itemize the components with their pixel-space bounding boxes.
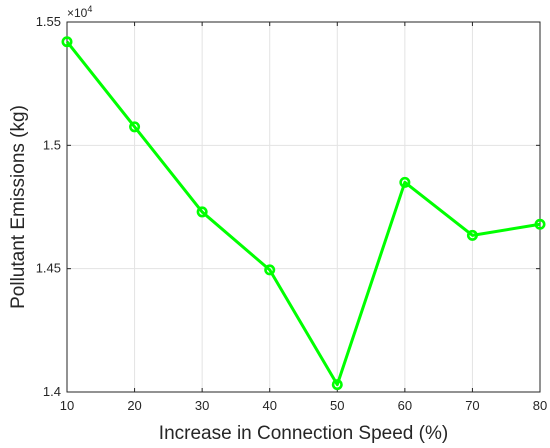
data-point-marker bbox=[331, 379, 343, 391]
x-tick-label: 30 bbox=[195, 398, 209, 413]
data-series bbox=[61, 36, 546, 391]
data-point-marker bbox=[534, 218, 546, 230]
data-point-marker bbox=[466, 229, 478, 241]
x-tick-label: 60 bbox=[398, 398, 412, 413]
data-point-marker bbox=[61, 36, 73, 48]
x-tick-label: 20 bbox=[127, 398, 141, 413]
series-line bbox=[65, 40, 541, 387]
data-point-marker bbox=[129, 121, 141, 133]
tick-labels: 10 20 30 40 50 60 70 80 1.4 1.45 1.5 1.55 bbox=[36, 14, 548, 413]
x-tick-label: 10 bbox=[60, 398, 74, 413]
y-exponent-label: ×104 bbox=[67, 4, 92, 20]
y-tick-label: 1.5 bbox=[43, 137, 61, 152]
data-point-marker bbox=[264, 264, 276, 276]
x-tick-label: 80 bbox=[533, 398, 547, 413]
data-point-marker bbox=[399, 176, 411, 188]
data-point-marker bbox=[196, 206, 208, 218]
plot-frame bbox=[66, 21, 541, 393]
y-tick-label: 1.55 bbox=[36, 14, 61, 29]
x-tick-label: 40 bbox=[262, 398, 276, 413]
y-tick-label: 1.45 bbox=[36, 261, 61, 276]
y-tick-label: 1.4 bbox=[43, 384, 61, 399]
y-exponent-base: ×10 bbox=[67, 6, 88, 20]
x-axis-label: Increase in Connection Speed (%) bbox=[159, 423, 448, 444]
plot-area bbox=[67, 22, 540, 392]
axes bbox=[66, 21, 541, 393]
x-tick-label: 50 bbox=[330, 398, 344, 413]
x-tick-label: 70 bbox=[465, 398, 479, 413]
y-exponent-power: 4 bbox=[87, 4, 92, 14]
y-axis-label: Pollutant Emissions (kg) bbox=[8, 105, 29, 309]
